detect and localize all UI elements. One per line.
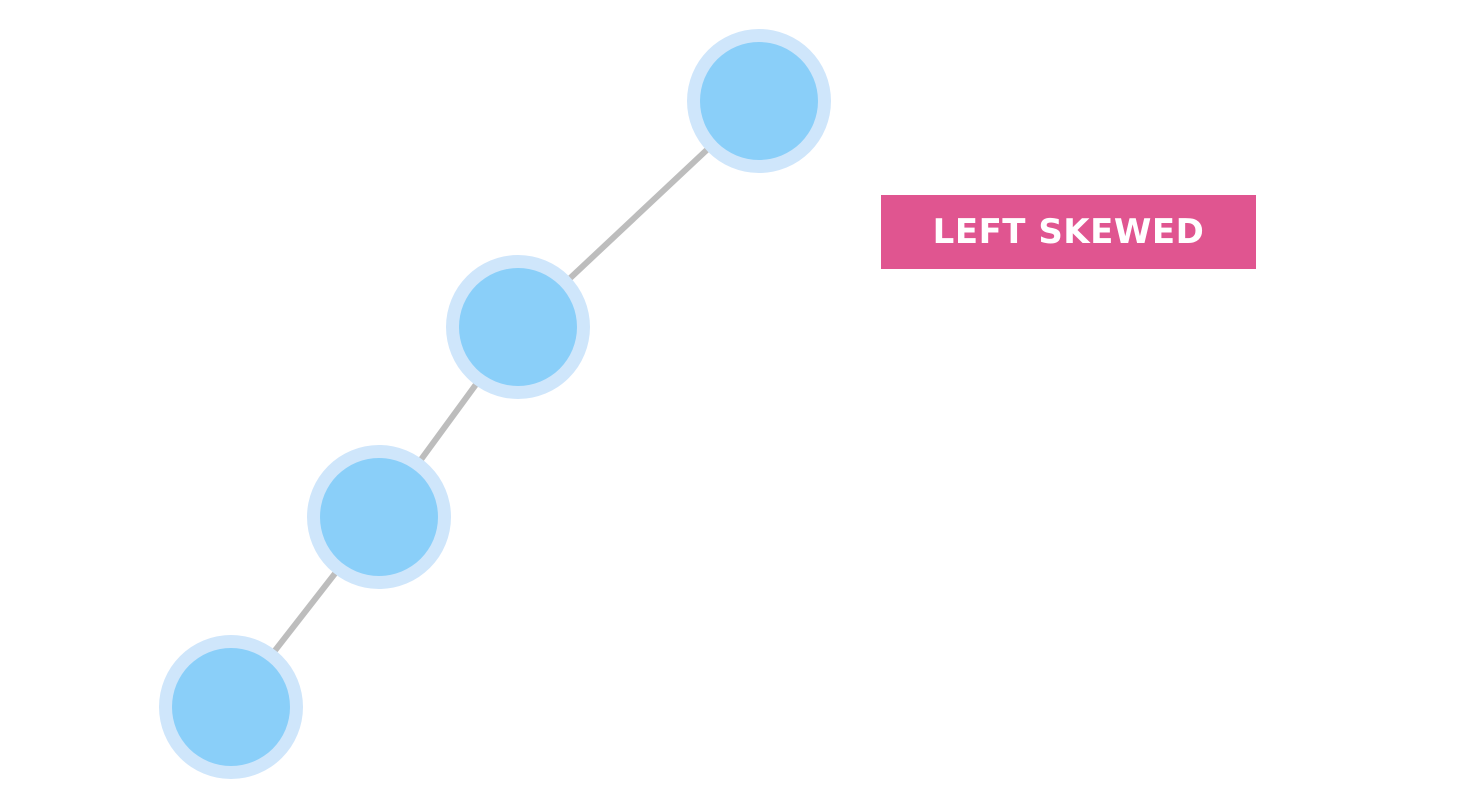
tree-nodes <box>159 29 831 779</box>
tree-node-core <box>172 648 290 766</box>
tree-node-core <box>700 42 818 160</box>
tree-node-core <box>320 458 438 576</box>
tree-node-3 <box>307 445 451 589</box>
tree-node-2 <box>446 255 590 399</box>
label-badge: LEFT SKEWED <box>881 195 1256 269</box>
tree-node-core <box>459 268 577 386</box>
tree-node-4 <box>159 635 303 779</box>
tree-edges <box>228 98 762 709</box>
label-text: LEFT SKEWED <box>932 212 1205 252</box>
tree-node-1 <box>687 29 831 173</box>
